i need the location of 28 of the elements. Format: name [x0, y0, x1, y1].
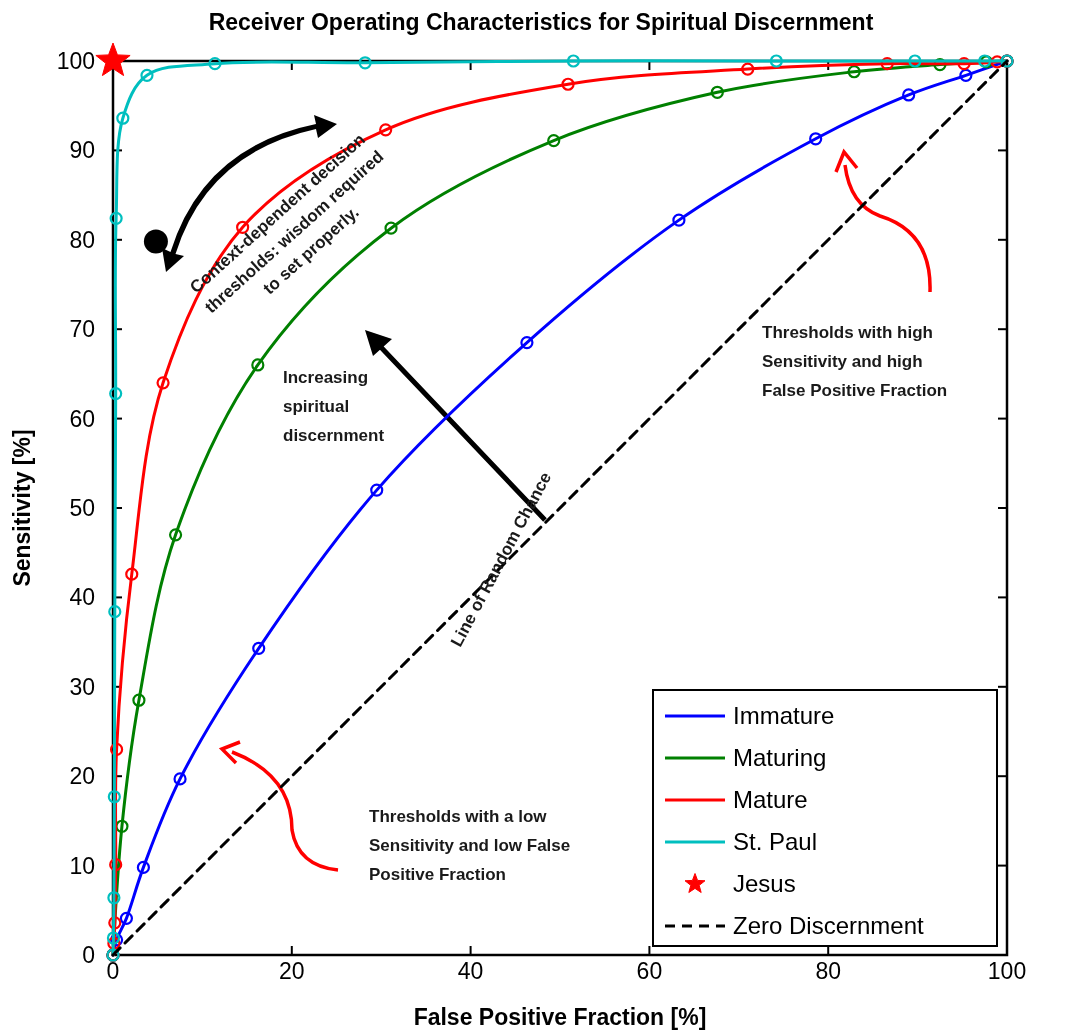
legend-label: Mature	[733, 786, 808, 814]
y-tick-label: 100	[56, 48, 95, 75]
legend-label: Zero Discernment	[733, 912, 925, 940]
y-tick-label: 80	[69, 226, 95, 253]
y-tick-label: 60	[69, 405, 95, 432]
legend-label: Jesus	[733, 870, 796, 898]
y-tick-label: 90	[69, 137, 95, 164]
x-tick-label: 100	[987, 958, 1027, 984]
x-tick-label: 60	[636, 958, 663, 984]
y-tick-label: 30	[69, 673, 95, 700]
x-axis-title: False Positive Fraction [%]	[413, 1004, 707, 1030]
annotation: Thresholds with a low Sensitivity and low False Positive Fraction	[369, 807, 571, 884]
y-tick-label: 70	[69, 316, 95, 343]
legend-label: Maturing	[733, 744, 827, 772]
y-tick-label: 50	[69, 495, 95, 522]
x-tick-label: 20	[279, 958, 305, 984]
x-tick-label: 0	[106, 958, 120, 984]
annotation: Thresholds with high Sensitivity and high False Positive Fraction	[762, 323, 948, 400]
y-tick-label: 20	[69, 763, 95, 790]
chart-title: Receiver Operating Characteristics for Spiritual Discernment	[208, 9, 874, 35]
x-tick-label: 40	[457, 958, 484, 984]
legend-label: Immature	[733, 702, 835, 730]
annotation: Increasing spiritual discernment	[283, 368, 385, 445]
y-tick-label: 10	[69, 852, 95, 879]
legend-label: St. Paul	[733, 828, 818, 856]
y-axis-title: Sensitivity [%]	[9, 429, 35, 587]
x-tick-label: 80	[815, 958, 841, 984]
y-tick-label: 40	[69, 584, 95, 611]
